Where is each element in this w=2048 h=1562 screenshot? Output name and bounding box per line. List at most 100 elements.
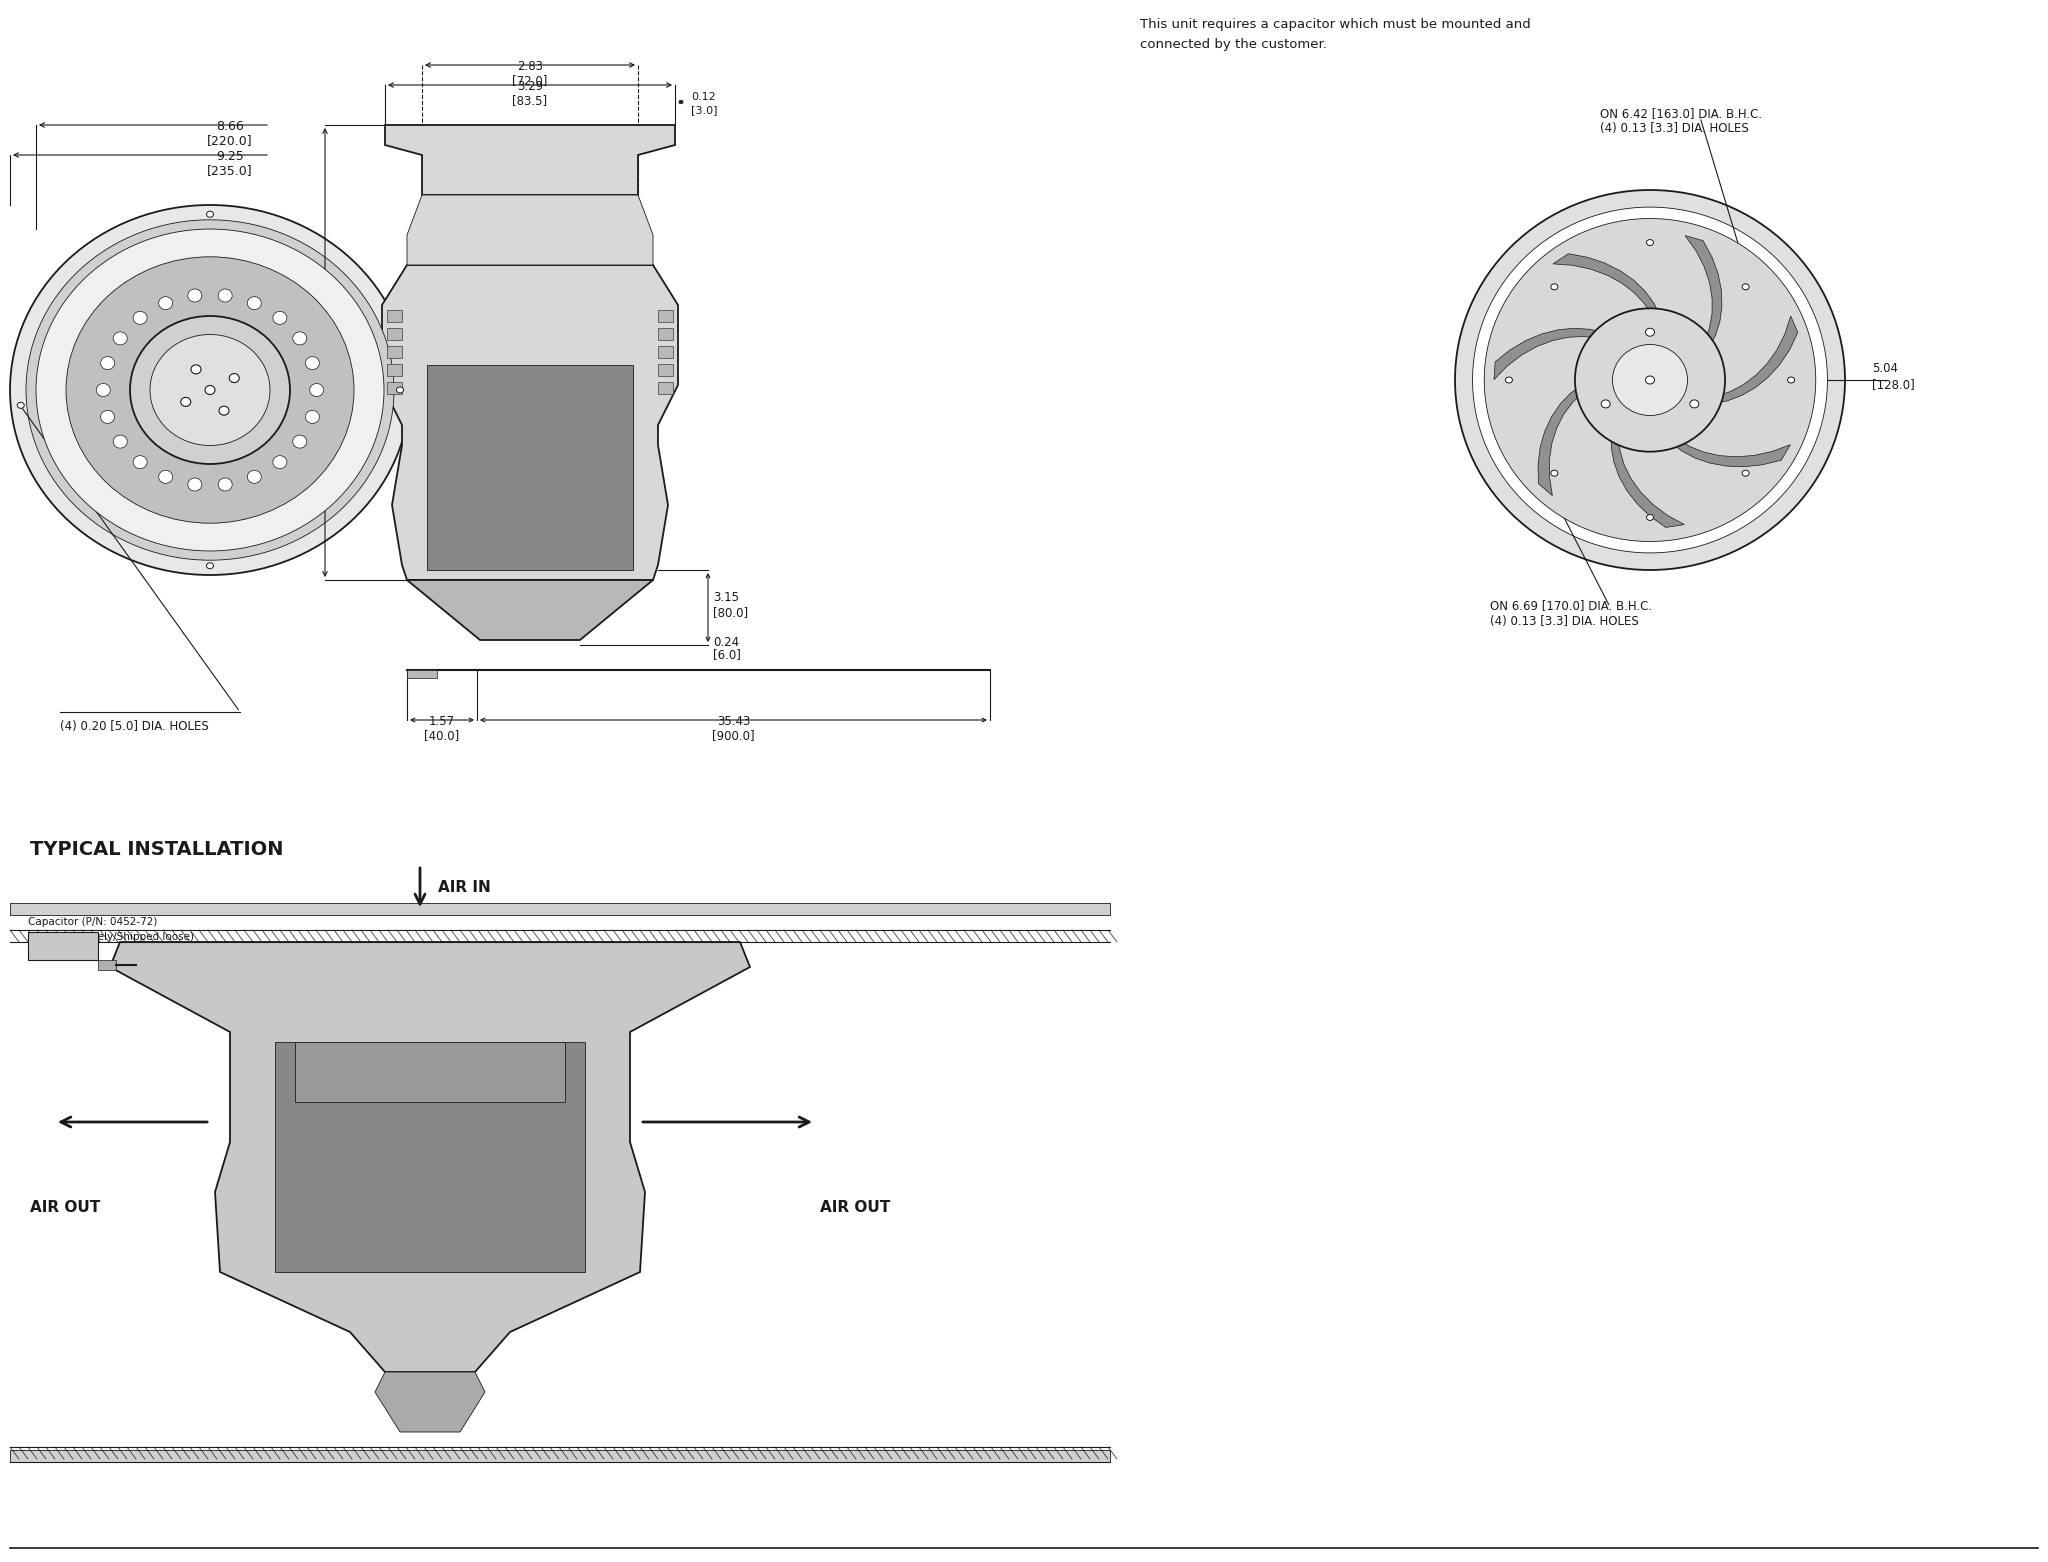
Ellipse shape <box>219 406 229 415</box>
Ellipse shape <box>1743 284 1749 291</box>
Ellipse shape <box>1473 208 1827 553</box>
Bar <box>657 328 674 341</box>
Ellipse shape <box>305 356 319 370</box>
Bar <box>426 366 633 570</box>
Text: (4) 0.13 [3.3] DIA. HOLES: (4) 0.13 [3.3] DIA. HOLES <box>1491 615 1638 628</box>
Text: 0.12: 0.12 <box>690 92 715 102</box>
Ellipse shape <box>207 562 213 569</box>
Bar <box>408 670 436 678</box>
Bar <box>387 347 401 358</box>
Ellipse shape <box>1602 400 1610 408</box>
Ellipse shape <box>190 366 201 373</box>
Ellipse shape <box>1575 308 1724 451</box>
Ellipse shape <box>293 331 307 345</box>
Bar <box>98 961 117 970</box>
Ellipse shape <box>219 478 231 490</box>
Polygon shape <box>385 125 676 195</box>
Text: ON 6.69 [170.0] DIA. B.H.C.: ON 6.69 [170.0] DIA. B.H.C. <box>1491 598 1653 612</box>
Ellipse shape <box>1454 191 1845 570</box>
Polygon shape <box>1538 384 1583 495</box>
Bar <box>29 933 98 961</box>
Ellipse shape <box>66 256 354 523</box>
Text: 0.24: 0.24 <box>713 636 739 648</box>
Ellipse shape <box>10 205 410 575</box>
Ellipse shape <box>1550 284 1559 291</box>
Polygon shape <box>1552 253 1661 316</box>
Ellipse shape <box>1550 470 1559 476</box>
Text: 8.66: 8.66 <box>217 120 244 133</box>
Text: ON 6.42 [163.0] DIA. B.H.C.: ON 6.42 [163.0] DIA. B.H.C. <box>1599 108 1761 120</box>
Ellipse shape <box>305 411 319 423</box>
Polygon shape <box>383 266 678 580</box>
Text: 3.29: 3.29 <box>516 80 543 94</box>
Text: [6.0]: [6.0] <box>713 648 741 661</box>
Ellipse shape <box>158 470 172 483</box>
Ellipse shape <box>272 456 287 469</box>
Text: AIR OUT: AIR OUT <box>31 1200 100 1215</box>
Bar <box>295 1042 565 1103</box>
Ellipse shape <box>293 436 307 448</box>
Ellipse shape <box>397 387 403 394</box>
Text: 3.15: 3.15 <box>713 590 739 604</box>
Ellipse shape <box>27 220 393 561</box>
Text: 2.83: 2.83 <box>516 59 543 73</box>
Ellipse shape <box>188 289 203 301</box>
Ellipse shape <box>1612 345 1688 415</box>
Text: 9.25: 9.25 <box>217 150 244 162</box>
Polygon shape <box>408 580 653 640</box>
Polygon shape <box>1686 236 1722 348</box>
Bar <box>387 309 401 322</box>
Ellipse shape <box>1647 514 1653 520</box>
Polygon shape <box>375 1371 485 1432</box>
Polygon shape <box>408 195 653 266</box>
Text: connected by the customer.: connected by the customer. <box>1141 37 1327 52</box>
Text: AIR IN: AIR IN <box>438 879 492 895</box>
Ellipse shape <box>1647 239 1653 245</box>
Polygon shape <box>1714 316 1798 403</box>
Ellipse shape <box>1690 400 1700 408</box>
Bar <box>657 347 674 358</box>
Ellipse shape <box>113 436 127 448</box>
Text: [83.5]: [83.5] <box>512 94 547 108</box>
Bar <box>387 328 401 341</box>
Text: [72.0]: [72.0] <box>512 73 547 87</box>
Polygon shape <box>1493 328 1604 380</box>
Ellipse shape <box>309 384 324 397</box>
Text: [235.0]: [235.0] <box>207 164 252 177</box>
Text: [192.0]: [192.0] <box>274 356 319 369</box>
Polygon shape <box>1612 434 1683 528</box>
Ellipse shape <box>1645 328 1655 336</box>
Ellipse shape <box>1743 470 1749 476</box>
Text: [220.0]: [220.0] <box>207 134 252 147</box>
Bar <box>657 364 674 376</box>
Text: AIR OUT: AIR OUT <box>819 1200 891 1215</box>
Bar <box>274 1042 586 1271</box>
Text: (Sold separately/Shipped loose): (Sold separately/Shipped loose) <box>29 933 195 942</box>
Ellipse shape <box>248 470 262 483</box>
Ellipse shape <box>229 373 240 383</box>
Ellipse shape <box>1485 219 1817 542</box>
Ellipse shape <box>1505 376 1511 383</box>
Ellipse shape <box>129 316 291 464</box>
Text: TYPICAL INSTALLATION: TYPICAL INSTALLATION <box>31 840 283 859</box>
Ellipse shape <box>1788 376 1794 383</box>
Ellipse shape <box>205 386 215 395</box>
Polygon shape <box>111 942 750 1371</box>
Bar <box>657 309 674 322</box>
Text: [128.0]: [128.0] <box>1872 378 1915 392</box>
Ellipse shape <box>158 297 172 309</box>
Ellipse shape <box>100 356 115 370</box>
Ellipse shape <box>37 230 385 551</box>
Text: [40.0]: [40.0] <box>424 729 459 742</box>
Bar <box>387 383 401 394</box>
Text: Capacitor (P/N: 0452-72): Capacitor (P/N: 0452-72) <box>29 917 158 926</box>
Text: 1.57: 1.57 <box>428 715 455 728</box>
Text: 5.04: 5.04 <box>1872 361 1898 375</box>
Polygon shape <box>1669 439 1790 467</box>
Text: [3.0]: [3.0] <box>690 105 717 116</box>
Ellipse shape <box>16 403 25 408</box>
Text: This unit requires a capacitor which must be mounted and: This unit requires a capacitor which mus… <box>1141 19 1530 31</box>
Ellipse shape <box>272 311 287 325</box>
Ellipse shape <box>180 397 190 406</box>
Ellipse shape <box>150 334 270 445</box>
